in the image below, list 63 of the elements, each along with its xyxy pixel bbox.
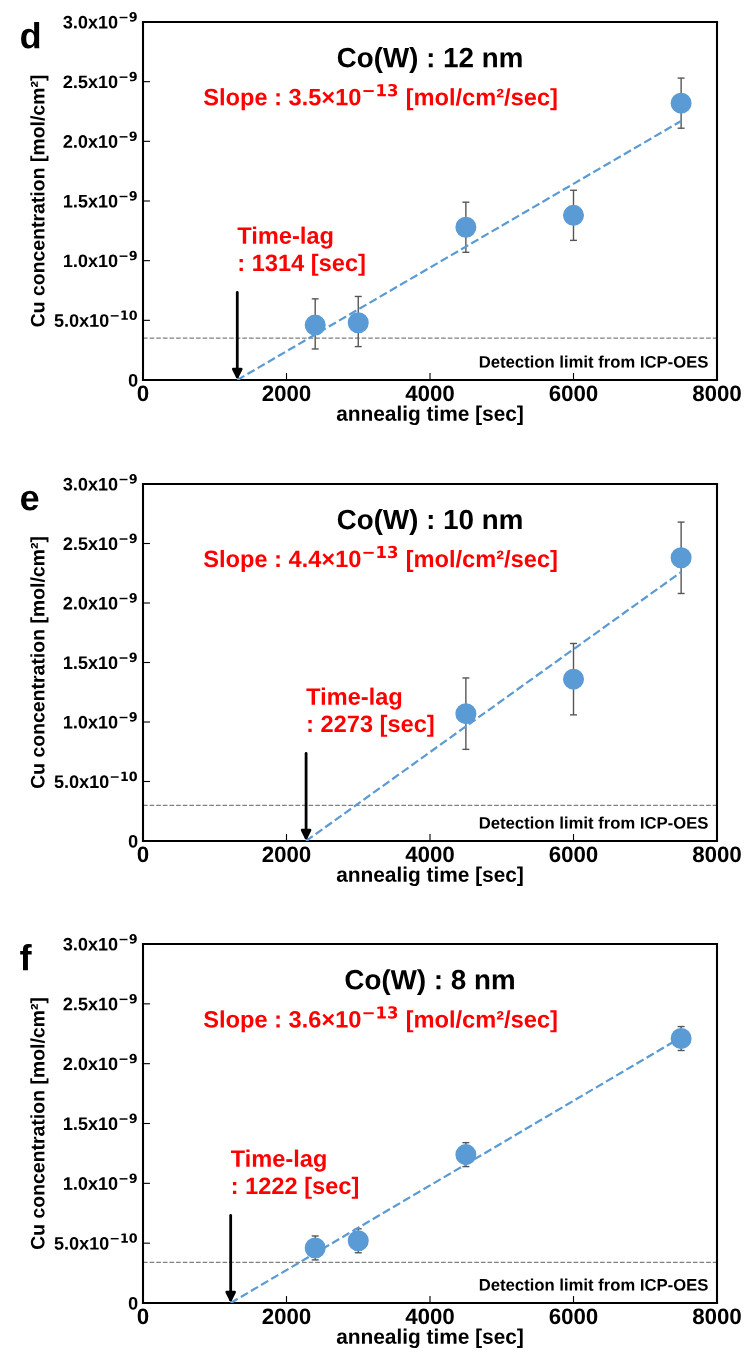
text: Co(W) : 10 nm: [337, 508, 522, 535]
x-tick-label: 6000: [549, 1308, 598, 1325]
y-tick-label: 2.0x10$^{−9}$: [63, 593, 137, 610]
point: [670, 1028, 692, 1050]
y-tick-label: 0: [128, 373, 138, 387]
y-tick-label: 1.5x10$^{−9}$: [63, 652, 137, 670]
annotation: Slope : 3.6×10$^{−13}$ [mol/cm²/sec]: [203, 1006, 557, 1033]
annotation: Slope : 3.5×10$^{−13}$ [mol/cm²/sec]: [203, 83, 557, 111]
point: [562, 204, 585, 226]
y-tick-label: 1.0x10$^{−9}$: [63, 250, 137, 268]
x-tick-label: 2000: [262, 385, 311, 402]
ref-line-label: Detection limit from ICP-OES: [479, 355, 708, 368]
x-tick-label: 4000: [405, 385, 454, 402]
y-tick-label: 2.5x10$^{−9}$: [63, 533, 137, 551]
y-tick-label: 2.0x10$^{−9}$: [63, 131, 137, 148]
x-tick-label: 8000: [692, 1308, 741, 1325]
y-tick-label: 3.0x10$^{−9}$: [63, 474, 137, 491]
x-axis-title: annealig time [sec]: [336, 866, 523, 887]
x-tick-label: 8000: [692, 385, 741, 402]
ref-line-label: Detection limit from ICP-OES: [479, 816, 708, 829]
x-axis-title: annealig time [sec]: [336, 405, 523, 426]
point: [304, 1237, 326, 1259]
y-tick-label: 1.0x10$^{−9}$: [63, 1173, 137, 1190]
y-tick-label: 5.0x10$^{−10}$: [54, 1233, 137, 1250]
y-tick-label: 5.0x10$^{−10}$: [54, 771, 137, 789]
y-axis-title: Cu concentration [mol/cm²]: [30, 998, 49, 1250]
point: [347, 1230, 369, 1252]
text: f: [20, 944, 32, 971]
x-axis-title: annealig time [sec]: [336, 1328, 523, 1349]
x-tick-label: 8000: [692, 846, 741, 863]
x-tick-label: 6000: [549, 385, 598, 402]
point: [347, 312, 369, 334]
y-tick-label: 3.0x10$^{−9}$: [63, 934, 137, 951]
y-axis-title: Cu concentration [mol/cm²]: [30, 75, 49, 327]
y-tick-label: 1.0x10$^{−9}$: [63, 712, 137, 729]
text: Co(W) : 8 nm: [345, 969, 514, 996]
y-tick-label: 0: [128, 1296, 138, 1310]
y-tick-label: 2.5x10$^{−9}$: [63, 993, 137, 1011]
x-tick-label: 6000: [549, 846, 598, 863]
y-tick-label: 5.0x10$^{−10}$: [54, 310, 137, 327]
text: d: [21, 22, 40, 49]
point: [304, 314, 326, 336]
y-tick-label: 2.5x10$^{−9}$: [63, 71, 137, 89]
annotation: Time-lag : 2273 [sec]: [306, 687, 434, 737]
y-tick-label: 1.5x10$^{−9}$: [63, 1113, 137, 1131]
point: [455, 216, 477, 238]
x-tick-label: 2000: [262, 1308, 311, 1325]
annotation: Time-lag : 1222 [sec]: [230, 1149, 358, 1199]
x-tick-label: 2000: [262, 846, 311, 863]
point: [455, 1144, 477, 1166]
y-axis-title: Cu concentration [mol/cm²]: [30, 537, 49, 789]
y-tick-label: 1.5x10$^{−9}$: [63, 191, 137, 208]
annotation: Time-lag : 1314 [sec]: [237, 226, 365, 276]
point: [670, 92, 692, 114]
x-tick-label: 4000: [405, 846, 454, 863]
text: Co(W) : 12 nm: [337, 47, 522, 73]
y-tick-label: 2.0x10$^{−9}$: [63, 1053, 137, 1071]
ref-line-label: Detection limit from ICP-OES: [479, 1278, 708, 1291]
annotation: Slope : 4.4×10$^{−13}$ [mol/cm²/sec]: [203, 545, 557, 572]
y-tick-label: 0: [128, 834, 138, 848]
text: e: [21, 490, 39, 511]
x-tick-label: 4000: [405, 1308, 454, 1325]
y-tick-label: 3.0x10$^{−9}$: [63, 12, 137, 29]
